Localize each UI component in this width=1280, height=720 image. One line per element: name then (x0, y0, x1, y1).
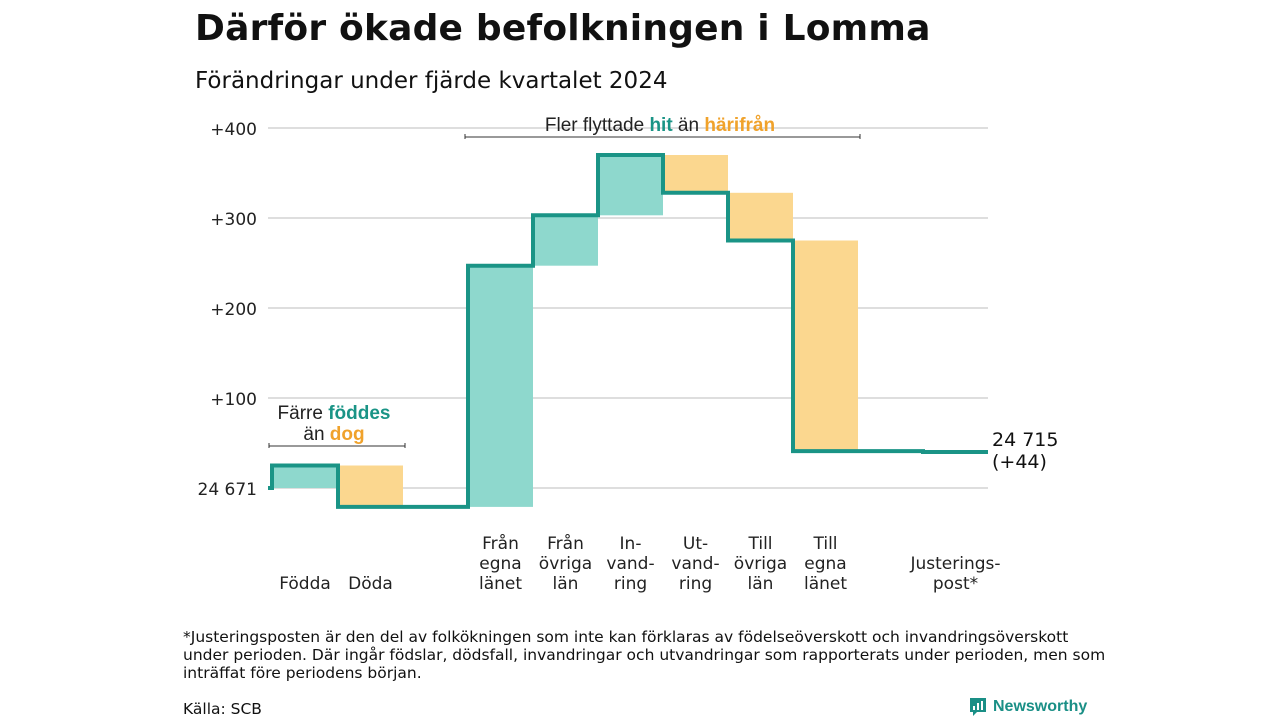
annotation-text: än dog (303, 424, 364, 445)
x-tick-label: Till (747, 534, 772, 554)
annotation-text: Fler flyttade hit än härifrån (545, 115, 775, 136)
x-tick-label: egna (479, 554, 521, 574)
x-tick-label: länet (804, 574, 847, 594)
x-tick-label: övriga (539, 554, 592, 574)
x-tick-label: egna (804, 554, 846, 574)
footnote: *Justeringsposten är den del av folkökni… (183, 628, 1106, 682)
bar (338, 465, 403, 507)
x-tick-label: In- (620, 534, 642, 554)
bar (598, 155, 663, 216)
y-axis-ticks: 24 671 +100 +200 +300 +400 (198, 120, 257, 500)
x-tick-label: Födda (279, 574, 331, 594)
x-tick-label: Från (482, 533, 519, 554)
y-tick-label: 24 671 (198, 480, 257, 500)
x-tick-label: ring (679, 574, 712, 594)
cumulative-step-line (268, 153, 988, 509)
end-value-label: 24 715(+44) (992, 429, 1058, 473)
x-tick-label: vand- (606, 554, 654, 574)
x-tick-label: län (748, 574, 774, 594)
x-tick-label: ring (614, 574, 647, 594)
brand-name: Newsworthy (993, 698, 1088, 715)
chart-title: Därför ökade befolkningen i Lomma (195, 8, 931, 49)
x-tick-label: post* (933, 574, 978, 594)
x-tick-label: Justerings- (909, 554, 1000, 574)
annotation-text: Färre föddes (278, 403, 391, 424)
y-tick-label: +200 (210, 300, 257, 320)
waterfall-chart: 24 671+100+200+300+400 Födda DödaFrånegna… (198, 115, 1059, 594)
y-tick-label: +100 (210, 390, 257, 410)
x-tick-label: Ut- (683, 534, 708, 554)
x-tick-label: Från (547, 533, 584, 554)
x-tick-label: övriga (734, 554, 787, 574)
y-tick-label: +300 (210, 210, 257, 230)
x-axis-labels: Födda DödaFrånegnalänetFrånövrigalänIn-va… (279, 533, 1000, 594)
x-tick-label: Döda (348, 574, 393, 594)
bar (468, 265, 533, 507)
x-tick-label: vand- (671, 554, 719, 574)
y-tick-label: +400 (210, 120, 257, 140)
chart-subtitle: Förändringar under fjärde kvartalet 2024 (195, 68, 668, 94)
bracket-migration (464, 134, 861, 139)
newsworthy-logo-icon (970, 698, 986, 716)
bracket-births-deaths (268, 443, 406, 448)
end-value-text: 24 715 (992, 429, 1058, 451)
end-value-text: (+44) (992, 451, 1047, 473)
bar (272, 465, 338, 488)
bar (793, 240, 858, 452)
bar (728, 192, 793, 241)
source-label: Källa: SCB (183, 700, 262, 718)
x-tick-label: länet (479, 574, 522, 594)
bar (533, 215, 598, 266)
brand-logo: Newsworthy (969, 697, 1087, 717)
bars (272, 155, 858, 507)
x-tick-label: län (553, 574, 579, 594)
bar (663, 155, 728, 193)
x-tick-label: Till (812, 534, 837, 554)
